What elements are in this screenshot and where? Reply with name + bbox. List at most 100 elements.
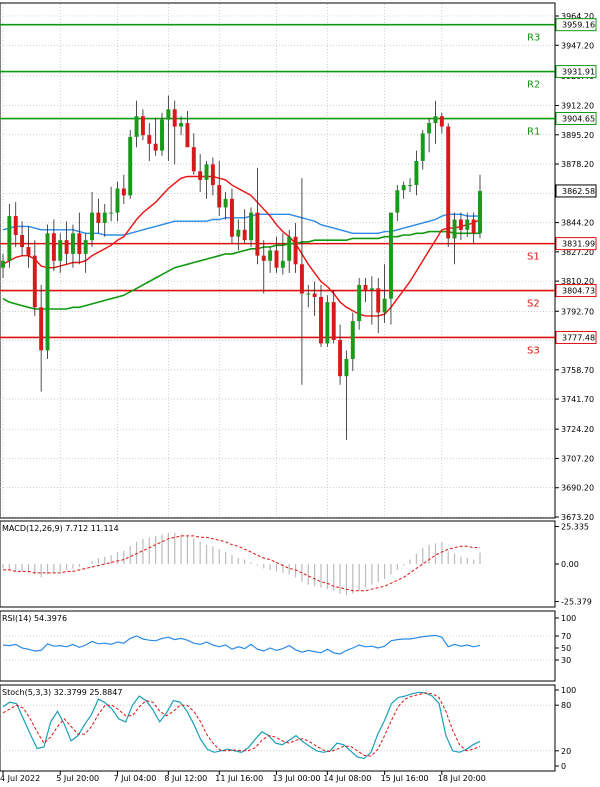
candle-body	[268, 250, 273, 261]
current-price-tag: 3862.58	[562, 187, 595, 196]
candle-body	[338, 340, 343, 377]
candle-body	[401, 185, 406, 191]
rsi-line	[2, 634, 481, 655]
candle-body	[242, 229, 247, 241]
candle-body	[376, 288, 381, 313]
candle-body	[96, 212, 101, 223]
candle-body	[439, 116, 444, 127]
candle-body	[357, 284, 362, 322]
candle-body	[13, 216, 18, 235]
level-tag-value: 3931.91	[562, 68, 595, 77]
macd-label: MACD(12,26,9) 7.712 11.114	[2, 524, 119, 533]
candle-body	[20, 234, 25, 248]
time-tick-label: 18 Jul 20:00	[438, 774, 486, 783]
price-tick-label: 3895.20	[561, 131, 594, 140]
rsi-tick-label: 70	[561, 632, 571, 641]
macd-tick-label: 25.335	[561, 522, 589, 531]
level-tag-value: 3777.48	[562, 333, 595, 342]
level-tag-box	[555, 65, 597, 79]
level-label-s3: S3	[527, 345, 540, 356]
candle-body	[140, 116, 145, 136]
candle-body	[274, 250, 279, 268]
rsi-tick-label: 100	[561, 614, 576, 623]
ma-mid-line	[2, 213, 480, 236]
candle-body	[26, 247, 31, 256]
candle-body	[293, 236, 298, 265]
candle-body	[452, 219, 457, 239]
current-price-tag-box	[555, 184, 597, 198]
level-tag-box	[555, 284, 597, 298]
level-tag-value: 3831.99	[562, 240, 595, 249]
candle-body	[236, 229, 241, 237]
candle-body	[319, 296, 323, 344]
macd-tick-label: 0.00	[561, 560, 579, 569]
stoch-d-line	[2, 692, 481, 757]
candle-body	[471, 219, 476, 234]
level-tag-box	[555, 112, 597, 126]
candle-body	[414, 160, 419, 186]
candle-body	[223, 198, 228, 208]
candle-body	[64, 240, 69, 254]
time-tick-label: 14 Jul 08:00	[323, 774, 371, 783]
time-tick-label: 7 Jul 04:00	[113, 774, 156, 783]
price-tags: 3959.16 3931.91 3904.65 3831.99 3804.73 3777.…	[555, 18, 597, 344]
candle-body	[369, 288, 374, 291]
candle-body	[198, 171, 203, 180]
candle-body	[191, 147, 196, 172]
candle-body	[185, 123, 190, 148]
stoch-tick-label: 80	[561, 701, 571, 710]
candle-body	[261, 255, 266, 261]
candle-body	[204, 164, 209, 180]
candle-body	[420, 133, 425, 161]
candle-body	[45, 233, 50, 351]
level-tag-box	[555, 18, 597, 32]
pivot-levels: R3 R2 R1 S1 S2 S3	[0, 23, 555, 356]
candle-body	[427, 123, 432, 134]
level-label-r3: R3	[527, 33, 540, 44]
price-tick-label: 3827.20	[561, 248, 594, 257]
candle-body	[210, 164, 215, 186]
candle-body	[58, 240, 63, 261]
time-tick-label: 11 Jul 16:00	[215, 774, 263, 783]
candle-body	[179, 123, 184, 127]
candle-body	[363, 284, 368, 291]
candle-body	[478, 190, 482, 234]
rsi-tick-label: 30	[561, 656, 571, 665]
candle-body	[408, 185, 413, 187]
stoch-label: Stoch(5,3,3) 32.3799 25.8847	[2, 688, 122, 697]
candle-body	[51, 233, 56, 261]
stoch-tick-label: 100	[561, 686, 576, 695]
price-tick-label: 3707.20	[561, 454, 594, 463]
candle-body	[458, 219, 463, 230]
candlesticks	[1, 95, 482, 440]
candle-body	[83, 240, 88, 254]
candle-body	[70, 233, 75, 254]
macd-pane-frame	[0, 520, 556, 608]
price-tick-label: 3878.20	[561, 160, 594, 169]
candle-body	[446, 126, 451, 239]
candle-body	[299, 264, 304, 294]
macd-signal-line	[3, 535, 481, 592]
price-tick-label: 3758.70	[561, 366, 594, 375]
time-tick-label: 4 Jul 2022	[0, 774, 40, 783]
candle-body	[115, 188, 120, 213]
candle-body	[102, 212, 107, 223]
level-label-r2: R2	[527, 80, 540, 91]
time-tick-label: 15 Jul 16:00	[381, 774, 429, 783]
candle-body	[249, 212, 254, 241]
candle-body	[382, 298, 387, 313]
candle-body	[325, 302, 330, 344]
price-tick-label: 3810.20	[561, 277, 594, 286]
candle-body	[121, 188, 126, 196]
level-tag-box	[555, 237, 597, 251]
price-tick-label: 3844.20	[561, 219, 594, 228]
level-tag-value: 3959.16	[562, 21, 595, 30]
candle-body	[77, 233, 82, 254]
candle-body	[312, 293, 317, 297]
price-tick-label: 3673.20	[561, 513, 594, 522]
candle-body	[109, 212, 114, 214]
candle-body	[395, 190, 400, 213]
candle-body	[90, 212, 95, 241]
